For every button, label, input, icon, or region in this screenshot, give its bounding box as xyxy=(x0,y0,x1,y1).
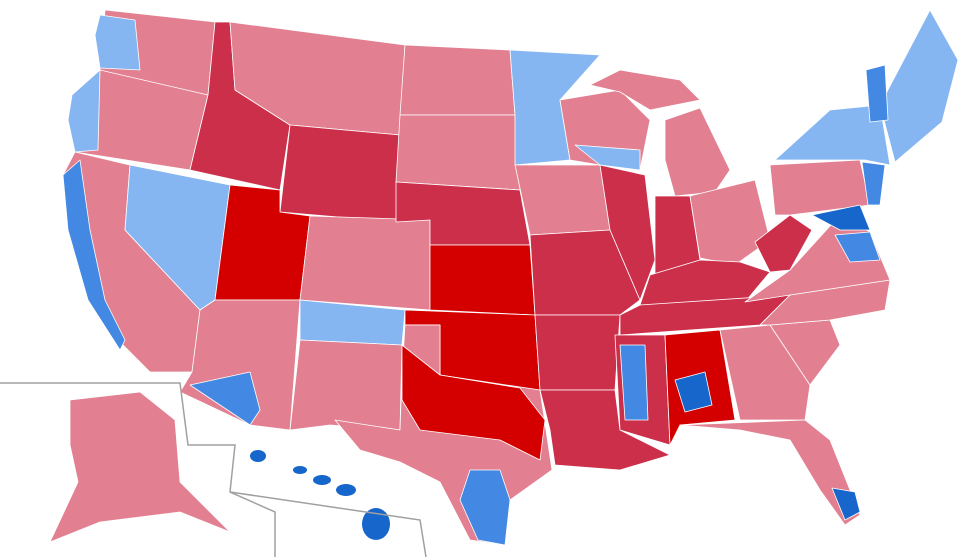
region-new-jersey xyxy=(861,161,886,206)
region-new-england xyxy=(879,9,959,163)
region-texas-south xyxy=(459,469,511,546)
region-florida-south xyxy=(831,487,861,521)
region-colorado xyxy=(299,215,431,311)
region-missouri xyxy=(529,229,641,316)
region-alabama-black-belt xyxy=(674,371,713,413)
hawaii-island xyxy=(313,475,331,485)
region-california-coast xyxy=(62,159,126,351)
region-ohio xyxy=(689,179,771,266)
region-south-dakota xyxy=(395,114,521,191)
region-washington-west xyxy=(94,14,141,71)
region-new-mexico-south xyxy=(289,339,403,431)
region-texas-north xyxy=(401,344,546,461)
region-virginia-north xyxy=(834,231,881,263)
region-vermont xyxy=(865,64,889,123)
region-new-york xyxy=(774,104,891,166)
region-illinois xyxy=(599,164,656,301)
hawaii-island xyxy=(362,508,390,540)
inset-borders xyxy=(0,382,427,557)
region-wisconsin-south xyxy=(574,144,641,171)
region-north-dakota xyxy=(399,44,516,116)
region-alaska xyxy=(49,391,231,543)
region-georgia xyxy=(719,324,811,421)
region-mississippi-delta xyxy=(619,344,649,421)
region-maryland xyxy=(811,204,871,231)
regions-layer xyxy=(49,9,959,546)
region-west-virginia xyxy=(754,214,813,273)
region-michigan-upper xyxy=(589,69,701,111)
region-oregon-coast xyxy=(67,69,101,153)
hawaii-inset-border xyxy=(229,491,427,557)
region-wyoming xyxy=(279,124,401,223)
region-arkansas xyxy=(534,314,621,391)
region-iowa xyxy=(514,164,611,236)
hawaii-island xyxy=(293,466,307,474)
region-florida xyxy=(679,419,861,526)
region-hawaii xyxy=(250,450,390,540)
hawaii-island xyxy=(336,484,356,496)
region-arizona-south xyxy=(189,371,261,426)
region-michigan xyxy=(664,107,731,197)
region-kansas xyxy=(429,244,536,316)
region-pennsylvania xyxy=(769,159,871,216)
alaska-inset-border xyxy=(0,382,276,557)
hawaii-island xyxy=(250,450,266,462)
region-louisiana xyxy=(539,389,671,471)
